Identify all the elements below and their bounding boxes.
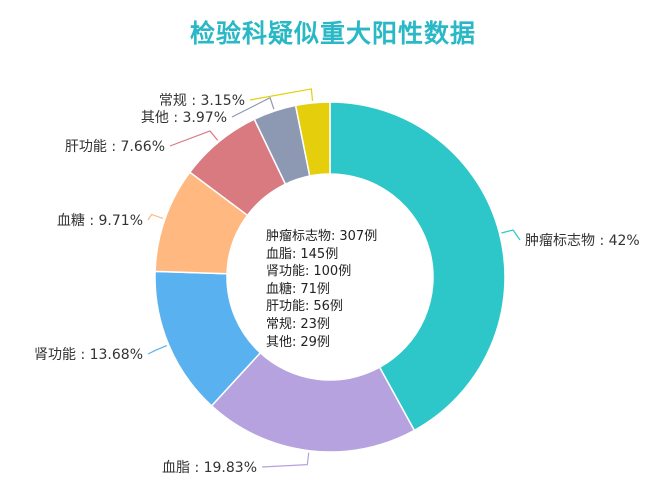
leader-line-常规 <box>249 88 314 101</box>
center-count-value: 100例 <box>313 264 352 280</box>
center-count-value: 307例 <box>339 229 378 244</box>
center-count-name: 其他: <box>266 334 297 350</box>
leader-line-血脂 <box>261 452 310 468</box>
slice-label-肝功能: 肝功能 : 7.66% <box>65 139 165 155</box>
slice-label-肿瘤标志物: 肿瘤标志物 : 42% <box>525 232 640 249</box>
center-count-value: 56例 <box>313 299 343 315</box>
leader-line-其他 <box>231 96 275 118</box>
center-count-name: 肝功能: <box>266 299 310 315</box>
slice-label-其他: 其他 : 3.97% <box>141 110 227 126</box>
slice-肿瘤标志物[interactable] <box>329 101 506 432</box>
leader-line-血糖 <box>147 213 164 221</box>
leader-line-肝功能 <box>169 130 219 147</box>
center-count-name: 血脂: <box>266 246 297 262</box>
center-count-name: 肿瘤标志物: <box>266 229 336 244</box>
leader-line-肿瘤标志物 <box>501 229 521 241</box>
center-summary: 肿瘤标志物: 307例 血脂: 145例 肾功能: 100例 血糖: 71例 肝功能: 56例 常规… <box>266 228 406 351</box>
center-count-name: 血糖: <box>266 281 297 297</box>
slice-label-血糖: 血糖 : 9.71% <box>57 213 143 229</box>
center-count-name: 肾功能: <box>266 264 310 280</box>
center-count-row: 血糖: 71例 <box>266 281 406 299</box>
center-count-name: 常规: <box>266 316 297 332</box>
leader-line-肾功能 <box>147 345 168 355</box>
center-count-row: 肝功能: 56例 <box>266 298 406 316</box>
center-count-row: 其他: 29例 <box>266 334 406 352</box>
center-count-value: 71例 <box>300 281 330 297</box>
slice-常规[interactable] <box>294 101 331 177</box>
slice-label-血脂: 血脂 : 19.83% <box>162 460 257 476</box>
center-count-row: 肿瘤标志物: 307例 <box>266 228 406 246</box>
center-count-row: 肾功能: 100例 <box>266 263 406 281</box>
center-count-value: 145例 <box>300 246 339 262</box>
center-count-value: 23例 <box>300 316 330 332</box>
center-count-row: 常规: 23例 <box>266 316 406 334</box>
slice-label-常规: 常规 : 3.15% <box>159 93 245 109</box>
slice-label-肾功能: 肾功能 : 13.68% <box>34 347 143 363</box>
center-count-row: 血脂: 145例 <box>266 246 406 264</box>
center-count-value: 29例 <box>300 334 330 350</box>
chart-title: 检验科疑似重大阳性数据 <box>189 19 476 48</box>
